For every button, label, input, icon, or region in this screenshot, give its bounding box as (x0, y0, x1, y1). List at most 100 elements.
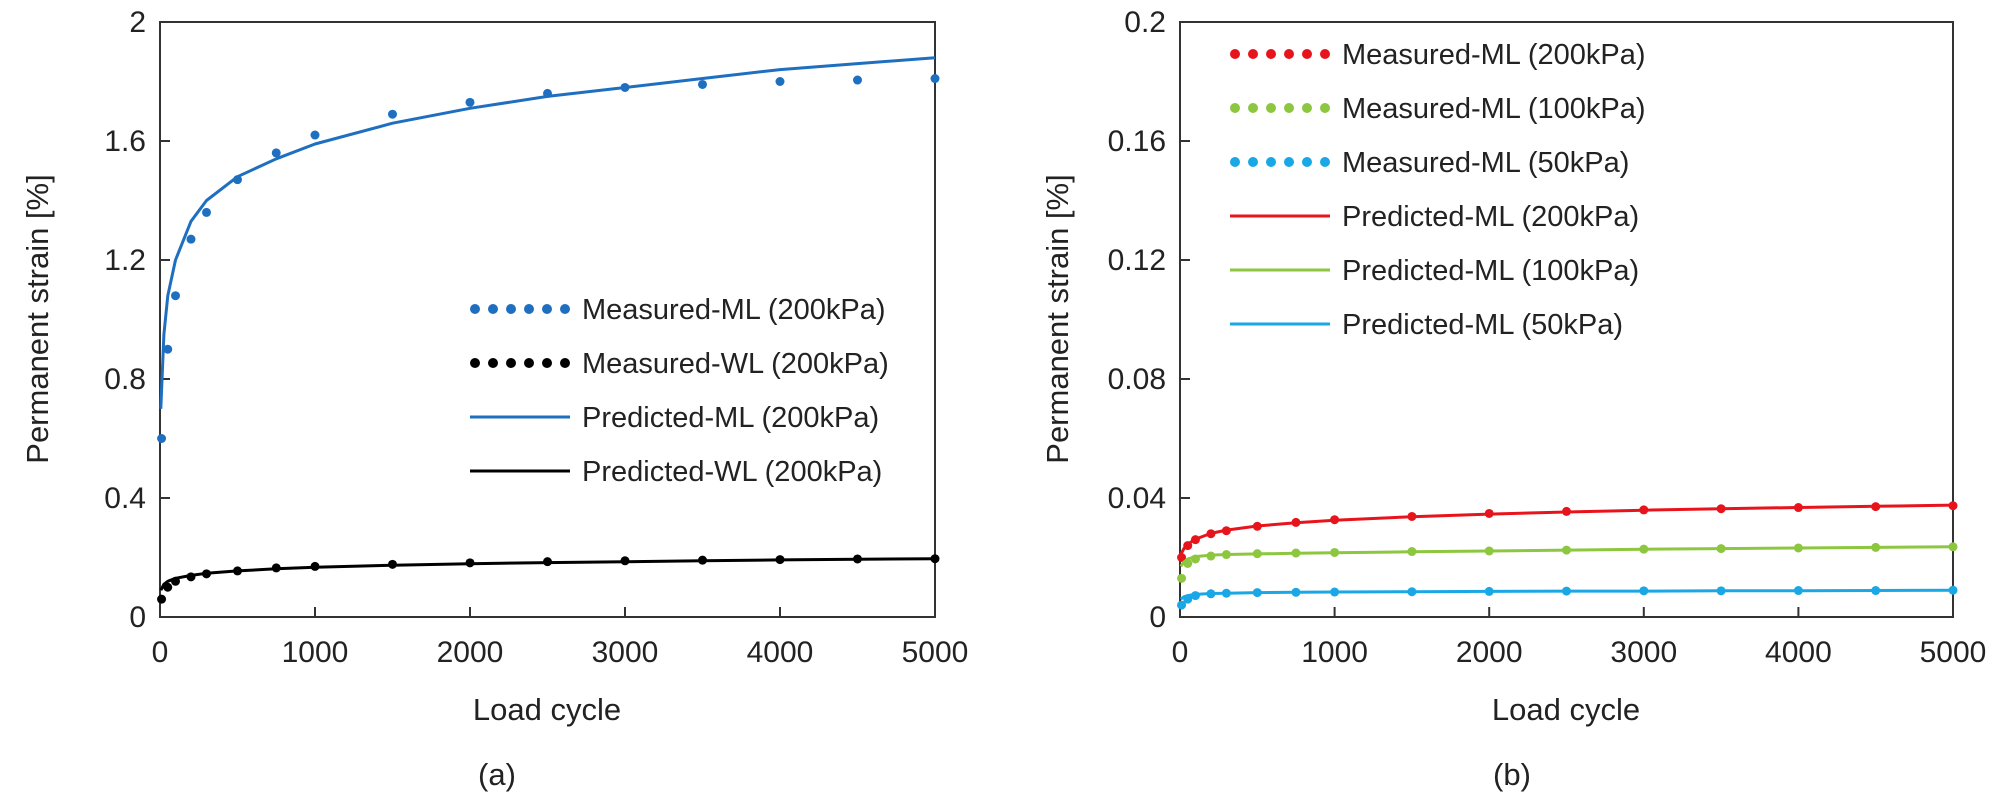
panel-a: 0 0.4 0.8 1.2 1.6 2 0 1000 2000 3000 4000 5000 Load … (20, 6, 968, 792)
legend-dot-swatch (488, 358, 498, 368)
data-point (775, 77, 785, 86)
legend-dot-swatch (506, 358, 516, 368)
legend-label: Measured-ML (200kPa) (1342, 39, 1646, 71)
x-tick-label: 2000 (1456, 636, 1523, 669)
legend-label: Predicted-ML (200kPa) (582, 402, 879, 434)
legend-dot-swatch (1320, 157, 1330, 167)
legend-label: Measured-ML (100kPa) (1342, 93, 1646, 125)
data-point (271, 148, 281, 158)
legend-item: Measured-ML (100kPa) (1230, 93, 1646, 125)
data-point (163, 344, 173, 354)
y-tick-label: 0 (1149, 601, 1166, 634)
x-tick-label: 1000 (1301, 636, 1368, 669)
legend-item: Predicted-ML (200kPa) (470, 402, 879, 434)
x-tick-label: 3000 (592, 636, 659, 669)
legend-label: Predicted-WL (200kPa) (582, 456, 882, 488)
legend-dot-swatch (1248, 103, 1258, 113)
y-tick-label: 0.2 (1124, 6, 1166, 39)
legend-item: Measured-ML (200kPa) (1230, 39, 1646, 71)
legend-dot-swatch (470, 304, 480, 314)
legend-dot-swatch (542, 304, 552, 314)
legend-dot-swatch (1302, 157, 1312, 167)
data-point (1177, 573, 1187, 583)
plot-frame (1179, 21, 1954, 618)
data-point (930, 74, 940, 84)
panel-label: (a) (478, 757, 516, 792)
x-tick-label: 0 (152, 636, 169, 669)
legend-item: Measured-ML (50kPa) (1230, 147, 1629, 179)
data-point (163, 582, 173, 592)
x-tick-label: 1000 (282, 636, 349, 669)
x-tick-label: 0 (1172, 636, 1189, 669)
y-axis-title: Permanent strain [%] (1040, 174, 1075, 463)
legend-item: Predicted-WL (200kPa) (470, 456, 882, 488)
legend-dot-swatch (1284, 103, 1294, 113)
legend-dot-swatch (1230, 49, 1240, 59)
plot-frame (159, 21, 936, 618)
data-point (465, 97, 475, 107)
series-line (1179, 588, 1954, 601)
legend-dot-swatch (1248, 49, 1258, 59)
legend-item: Measured-ML (200kPa) (470, 294, 886, 326)
legend-dot-swatch (1302, 103, 1312, 113)
series-line (159, 557, 936, 591)
x-tick-label: 3000 (1610, 636, 1677, 669)
data-point (157, 434, 167, 443)
data-point (1177, 553, 1187, 562)
data-point (1948, 542, 1958, 552)
data-point (186, 234, 196, 244)
y-tick-label: 0.8 (104, 363, 146, 396)
x-tick-label: 5000 (902, 636, 969, 669)
series-predicted-ml-200kpa (159, 56, 936, 409)
y-tick-label: 1.6 (104, 125, 146, 158)
legend-label: Measured-WL (200kPa) (582, 348, 889, 380)
data-point (853, 75, 862, 85)
data-point (157, 594, 167, 604)
y-tick-label: 0.04 (1108, 482, 1166, 515)
series-predicted-wl-200kpa (159, 557, 936, 591)
legend-label: Measured-ML (50kPa) (1342, 147, 1629, 179)
legend: Measured-ML (200kPa) Measured-WL (200kPa)… (470, 294, 889, 488)
legend-dot-swatch (1266, 157, 1276, 167)
data-point (388, 109, 397, 119)
y-tick-label: 0.08 (1108, 363, 1166, 396)
x-tick-label: 4000 (1765, 636, 1832, 669)
data-point (202, 207, 211, 217)
legend-dot-swatch (1320, 49, 1330, 59)
y-axis-title: Permanent strain [%] (20, 174, 55, 463)
x-tick-label: 2000 (437, 636, 504, 669)
y-tick-label: 0.4 (104, 482, 146, 515)
y-tick-label: 0 (129, 601, 146, 634)
legend-item: Predicted-ML (100kPa) (1230, 255, 1639, 287)
legend-dot-swatch (1284, 49, 1294, 59)
data-point (930, 554, 940, 564)
legend-dot-swatch (524, 358, 534, 368)
legend-dot-swatch (560, 358, 570, 368)
legend-item: Predicted-ML (50kPa) (1230, 309, 1623, 341)
x-axis-title: Load cycle (1492, 692, 1640, 727)
data-point (310, 130, 320, 140)
y-tick-label: 1.2 (104, 244, 146, 277)
legend-item: Predicted-ML (200kPa) (1230, 201, 1639, 233)
legend-dot-swatch (1266, 103, 1276, 113)
legend-dot-swatch (1248, 157, 1258, 167)
series-predicted-ml-100kpa (1179, 545, 1954, 568)
legend-dot-swatch (560, 304, 570, 314)
series-predicted-ml-200kpa (1179, 503, 1954, 556)
legend-label: Measured-ML (200kPa) (582, 294, 886, 326)
series-line (1179, 503, 1954, 556)
data-point (171, 291, 180, 301)
y-tick-label: 2 (129, 6, 146, 39)
panel-label: (b) (1493, 757, 1531, 792)
series-predicted-ml-50kpa (1179, 588, 1954, 601)
x-tick-label: 5000 (1920, 636, 1987, 669)
legend-dot-swatch (1284, 157, 1294, 167)
legend-dot-swatch (470, 358, 480, 368)
legend-item: Measured-WL (200kPa) (470, 348, 889, 380)
legend-dot-swatch (524, 304, 534, 314)
legend-label: Predicted-ML (100kPa) (1342, 255, 1639, 287)
legend-dot-swatch (1266, 49, 1276, 59)
legend-dot-swatch (1302, 49, 1312, 59)
